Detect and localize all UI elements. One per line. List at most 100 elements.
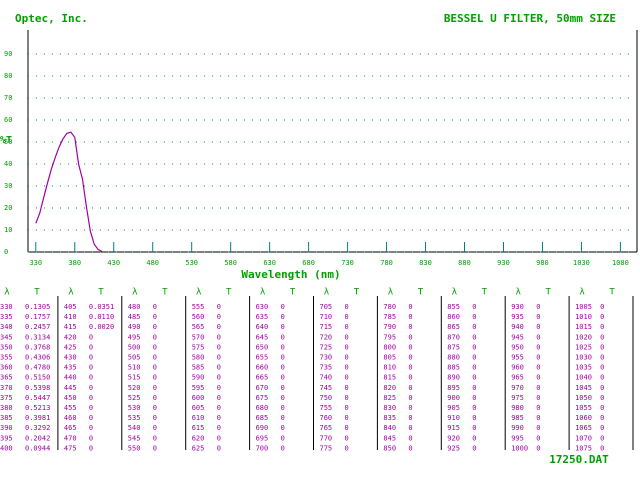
transmission-cell: 0.2042 [25, 434, 50, 442]
wavelength-cell: 835 [383, 414, 396, 422]
x-tick-label: 1080 [612, 259, 629, 267]
transmission-cell: 0 [600, 313, 604, 321]
transmission-cell: 0 [408, 404, 412, 412]
wavelength-cell: 445 [64, 384, 77, 392]
transmission-cell: 0 [600, 394, 604, 402]
wavelength-cell: 680 [256, 404, 269, 412]
transmission-cell: 0 [89, 343, 93, 351]
transmission-cell: 0 [408, 384, 412, 392]
wavelength-cell: 845 [383, 434, 396, 442]
column-header: λ [68, 288, 74, 298]
transmission-cell: 0 [217, 424, 221, 432]
transmission-cell: 0 [472, 394, 476, 402]
transmission-cell: 0 [408, 434, 412, 442]
wavelength-cell: 900 [447, 394, 460, 402]
transmission-cell: 0 [472, 444, 476, 452]
wavelength-cell: 425 [64, 343, 77, 351]
wavelength-cell: 575 [192, 343, 205, 351]
wavelength-cell: 925 [447, 444, 460, 452]
transmission-cell: 0 [408, 424, 412, 432]
transmission-cell: 0 [345, 333, 349, 341]
wavelength-cell: 795 [383, 333, 396, 341]
wavelength-cell: 435 [64, 364, 77, 372]
wavelength-cell: 745 [320, 384, 333, 392]
x-tick-label: 930 [497, 259, 510, 267]
transmission-cell: 0 [536, 414, 540, 422]
wavelength-cell: 805 [383, 354, 396, 362]
wavelength-cell: 500 [128, 343, 141, 351]
y-tick-label: 10 [4, 226, 12, 234]
wavelength-cell: 555 [192, 303, 205, 311]
wavelength-cell: 960 [511, 364, 524, 372]
transmission-cell: 0 [281, 364, 285, 372]
transmission-cell: 0 [217, 343, 221, 351]
transmission-cell: 0 [600, 374, 604, 382]
wavelength-cell: 675 [256, 394, 269, 402]
transmission-cell: 0.3134 [25, 333, 50, 341]
y-tick-label: 40 [4, 160, 12, 168]
column-header: T [545, 288, 551, 298]
column-header: T [609, 288, 615, 298]
wavelength-cell: 610 [192, 414, 205, 422]
wavelength-cell: 800 [383, 343, 396, 351]
wavelength-cell: 820 [383, 384, 396, 392]
wavelength-cell: 635 [256, 313, 269, 321]
x-tick-label: 330 [29, 259, 42, 267]
wavelength-cell: 875 [447, 343, 460, 351]
column-header: T [418, 288, 424, 298]
wavelength-cell: 605 [192, 404, 205, 412]
wavelength-cell: 1025 [575, 343, 592, 351]
transmission-cell: 0 [536, 323, 540, 331]
transmission-cell: 0.1757 [25, 313, 50, 321]
transmission-cell: 0 [472, 364, 476, 372]
wavelength-cell: 935 [511, 313, 524, 321]
x-axis-label: Wavelength (nm) [241, 268, 340, 281]
wavelength-cell: 480 [128, 303, 141, 311]
wavelength-cell: 430 [64, 354, 77, 362]
transmission-cell: 0 [345, 434, 349, 442]
wavelength-cell: 915 [447, 424, 460, 432]
x-tick-label: 880 [458, 259, 471, 267]
y-tick-label: 50 [4, 138, 12, 146]
transmission-cell: 0 [89, 404, 93, 412]
wavelength-cell: 410 [64, 313, 77, 321]
transmission-cell: 0 [536, 303, 540, 311]
wavelength-cell: 630 [256, 303, 269, 311]
transmission-cell: 0 [345, 364, 349, 372]
wavelength-cell: 1030 [575, 354, 592, 362]
wavelength-cell: 600 [192, 394, 205, 402]
wavelength-cell: 940 [511, 323, 524, 331]
transmission-cell: 0.4306 [25, 354, 50, 362]
wavelength-cell: 510 [128, 364, 141, 372]
wavelength-cell: 830 [383, 404, 396, 412]
transmission-cell: 0 [89, 333, 93, 341]
transmission-cell: 0 [600, 354, 604, 362]
wavelength-cell: 380 [0, 404, 13, 412]
transmission-cell: 0 [217, 313, 221, 321]
transmission-cell: 0 [217, 444, 221, 452]
wavelength-cell: 920 [447, 434, 460, 442]
transmission-cell: 0 [408, 333, 412, 341]
x-tick-label: 580 [224, 259, 237, 267]
transmission-cell: 0 [408, 374, 412, 382]
transmission-cell: 0 [217, 434, 221, 442]
wavelength-cell: 965 [511, 374, 524, 382]
wavelength-cell: 955 [511, 354, 524, 362]
transmission-cell: 0.2457 [25, 323, 50, 331]
wavelength-cell: 950 [511, 343, 524, 351]
transmission-cell: 0 [281, 424, 285, 432]
wavelength-cell: 465 [64, 424, 77, 432]
wavelength-cell: 685 [256, 414, 269, 422]
wavelength-cell: 880 [447, 354, 460, 362]
transmission-cell: 0 [281, 384, 285, 392]
transmission-cell: 0 [153, 303, 157, 311]
wavelength-cell: 930 [511, 303, 524, 311]
wavelength-cell: 885 [447, 364, 460, 372]
wavelength-cell: 1005 [575, 303, 592, 311]
wavelength-cell: 860 [447, 313, 460, 321]
transmission-cell: 0 [345, 343, 349, 351]
transmission-cell: 0 [217, 323, 221, 331]
wavelength-cell: 525 [128, 394, 141, 402]
transmission-cell: 0 [472, 323, 476, 331]
